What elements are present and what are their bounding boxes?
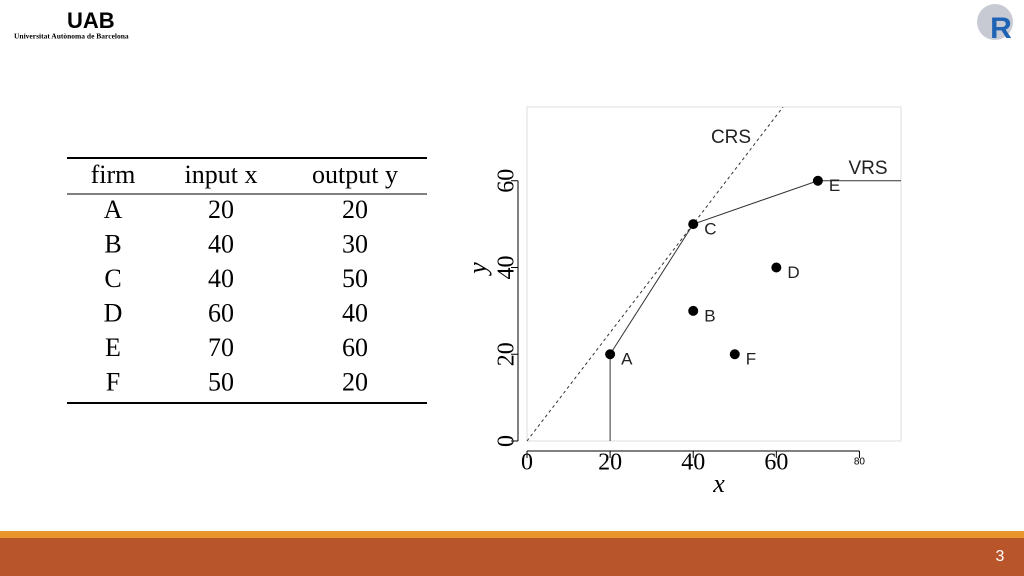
- table-cell: D: [104, 298, 123, 327]
- table-cell: 20: [208, 195, 234, 224]
- table-cell: 30: [342, 229, 368, 258]
- line-label: VRS: [848, 158, 887, 179]
- r-logo-ring: [977, 4, 1013, 40]
- table-cell: 70: [208, 333, 234, 362]
- table-header: input x: [185, 160, 258, 189]
- logo-subtitle: Universitat Autònoma de Barcelona: [14, 32, 129, 41]
- point: [688, 219, 699, 230]
- logo-name: UAB: [67, 8, 115, 33]
- y-axis-label: y: [463, 262, 492, 277]
- point: [605, 349, 616, 360]
- table-cell: B: [104, 229, 121, 258]
- table-cell: A: [104, 195, 123, 224]
- r-logo: R: [990, 12, 1012, 45]
- point-label: D: [787, 263, 799, 282]
- table-cell: 40: [342, 298, 368, 327]
- x-tick-label: 80: [854, 457, 866, 468]
- point: [688, 305, 699, 316]
- frontier-line: [526, 106, 784, 442]
- point: [729, 349, 740, 360]
- point-label: E: [829, 176, 840, 195]
- point-label: F: [746, 350, 756, 369]
- table-cell: 40: [208, 264, 234, 293]
- frontier-line: [609, 180, 901, 441]
- x-axis-label: x: [712, 469, 725, 498]
- chart: 0 20 40 60 80 0 20 40 60 x y CRS VRS A B C D E F: [463, 106, 902, 498]
- table-cell: F: [106, 367, 120, 396]
- plot-frame: [526, 106, 902, 442]
- y-tick-label: 0: [494, 435, 520, 447]
- table-header: firm: [91, 160, 136, 189]
- table-cell: E: [105, 333, 121, 362]
- footer-bar: [0, 538, 1024, 576]
- point: [771, 262, 782, 273]
- x-tick-label: 0: [521, 450, 533, 476]
- y-tick-label: 60: [494, 169, 520, 193]
- page-number: 3: [996, 548, 1005, 565]
- table-cell: 50: [342, 264, 368, 293]
- x-tick-label: 60: [764, 450, 788, 476]
- footer-stripe: [0, 531, 1024, 538]
- line-label: CRS: [711, 127, 751, 148]
- table-cell: 40: [208, 229, 234, 258]
- y-tick-label: 40: [494, 255, 520, 279]
- table-header: output y: [312, 160, 398, 189]
- table-cell: 60: [208, 298, 234, 327]
- x-tick-label: 40: [681, 450, 705, 476]
- table-cell: C: [104, 264, 121, 293]
- point-label: A: [621, 350, 633, 369]
- table-cell: 50: [208, 367, 234, 396]
- point-label: B: [704, 306, 715, 325]
- table: firm input x output y A 20 20 B 40 30 C 40 50 D 60 40 E…: [91, 160, 398, 397]
- point: [812, 175, 823, 186]
- x-tick-label: 20: [598, 450, 622, 476]
- y-tick-label: 20: [494, 342, 520, 366]
- table-cell: 60: [342, 333, 368, 362]
- table-cell: 20: [342, 367, 368, 396]
- table-cell: 20: [342, 195, 368, 224]
- point-label: C: [704, 220, 716, 239]
